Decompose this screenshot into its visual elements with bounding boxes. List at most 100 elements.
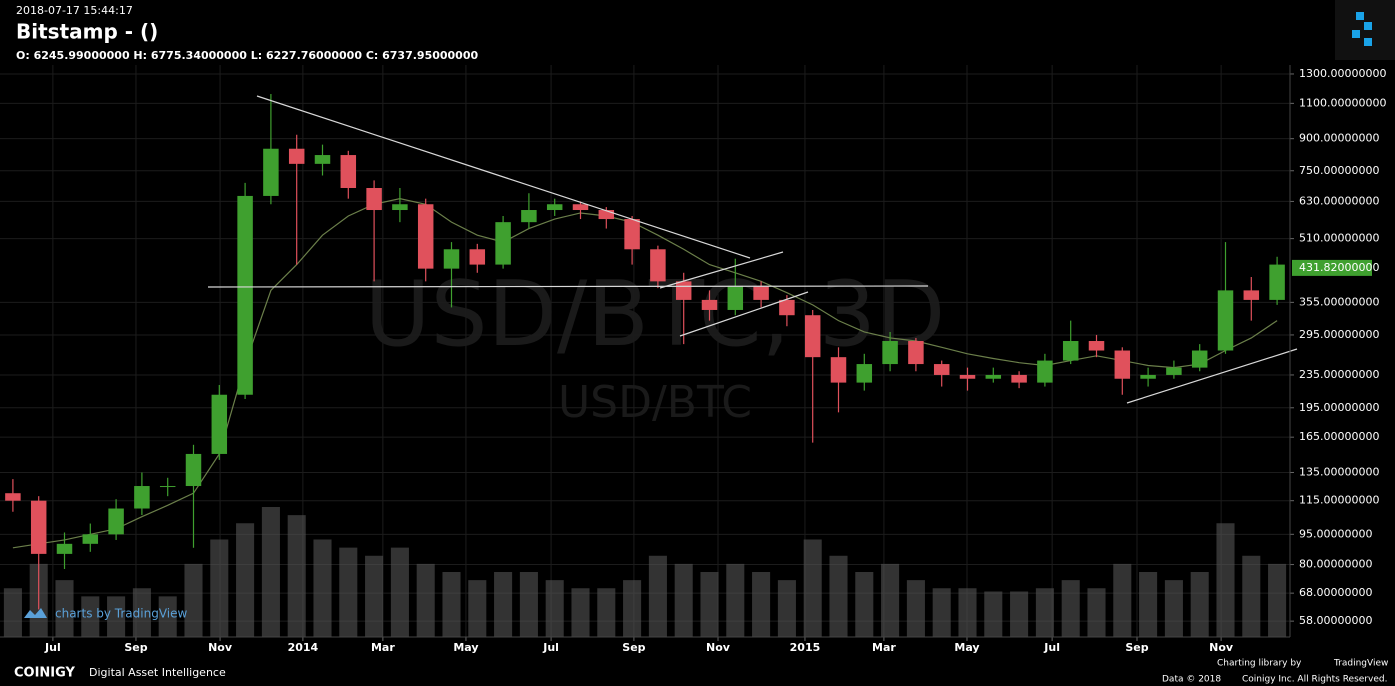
plot: 1300.00000000 1100.00000000 900.00000000 75… [0, 65, 1386, 654]
candle-body [417, 204, 434, 269]
candle-body [908, 341, 924, 365]
candle-body [1166, 367, 1182, 375]
logo-square [1356, 12, 1364, 20]
volume-bar [1139, 572, 1158, 637]
last-price-label: 431.82000000 [1299, 261, 1379, 274]
candle-body [56, 543, 73, 554]
candle-body [314, 155, 331, 164]
logo-square [1364, 38, 1372, 46]
volume-bar [1164, 580, 1183, 637]
y-tick-label: 195.00000000 [1299, 401, 1379, 414]
candle-body [469, 249, 486, 265]
x-tick-label: Sep [622, 641, 645, 654]
volume-bar [545, 580, 564, 637]
volume-bar [855, 572, 874, 637]
x-tick-label: Nov [1209, 641, 1234, 654]
volume-bar [261, 507, 280, 637]
volume-bar [210, 539, 229, 637]
y-tick-label: 1300.00000000 [1299, 67, 1386, 80]
trendlines [207, 95, 1298, 404]
candle-body [134, 486, 150, 509]
candle-body [727, 285, 744, 310]
candle-body [933, 364, 950, 375]
volume-bar [829, 555, 848, 637]
candle-body [443, 249, 460, 269]
volume-bar [1035, 588, 1054, 637]
candle-body [779, 299, 795, 316]
y-tick-label: 115.00000000 [1299, 494, 1379, 507]
candle-body [1088, 341, 1105, 351]
candle-body [1243, 290, 1260, 300]
candle-body [1217, 290, 1234, 351]
footer-tagline: Digital Asset Intelligence [89, 666, 226, 679]
candle-body [572, 204, 589, 211]
volume-bar [132, 588, 151, 637]
candle-body [650, 249, 666, 282]
candle-body [1191, 350, 1208, 368]
last-price-box [1292, 259, 1372, 276]
timestamp: 2018-07-17 15:44:17 [16, 4, 133, 17]
y-tick-label: 750.00000000 [1299, 164, 1379, 177]
trendline [679, 291, 809, 337]
candle-body [804, 315, 821, 358]
tv-badge[interactable]: charts by TradingView [24, 607, 187, 621]
candle-body [5, 493, 21, 501]
candle-body [1114, 350, 1131, 379]
y-tick-label: 95.00000000 [1299, 527, 1372, 540]
volume-bar [984, 591, 1003, 637]
candle-body [546, 204, 563, 211]
volume-bar [1268, 563, 1287, 637]
candle-body [830, 357, 847, 383]
volume-bar [494, 572, 513, 637]
volume-bar [752, 572, 771, 637]
volume-bar [365, 555, 384, 637]
candle-body [366, 187, 382, 211]
volume-bar [958, 588, 977, 637]
y-tick-label: 900.00000000 [1299, 132, 1379, 145]
volume-bar [519, 572, 538, 637]
candle-body [856, 364, 873, 383]
x-tick-label: May [453, 641, 478, 654]
volume-bar [1010, 591, 1029, 637]
candle-body [82, 534, 99, 544]
volume-bar [1087, 588, 1106, 637]
candle-body [985, 374, 1002, 379]
candle-body [340, 155, 357, 188]
x-tick-label: Nov [706, 641, 731, 654]
logo-icon[interactable] [1335, 0, 1395, 60]
candle-body [211, 394, 228, 454]
volume-bar [1061, 580, 1080, 637]
x-tick-label: Nov [208, 641, 233, 654]
y-tick-label: 355.00000000 [1299, 295, 1379, 308]
candle-body [237, 195, 253, 395]
volume-bar [803, 539, 822, 637]
volume-bar [1113, 563, 1132, 637]
tv-badge-text[interactable]: charts by TradingView [55, 607, 187, 621]
tv-icon [24, 608, 47, 618]
y-tick-label: 630.00000000 [1299, 194, 1379, 207]
candle-body [1269, 264, 1285, 300]
y-tick-label: 295.00000000 [1299, 328, 1379, 341]
x-tick-label: Mar [872, 641, 896, 654]
footer-library-name[interactable]: TradingView [1333, 659, 1388, 669]
candle-body [675, 281, 692, 300]
x-tick-label: Jul [542, 641, 559, 654]
trendline [256, 95, 751, 259]
volume-bar [1216, 523, 1235, 637]
candle-body [598, 210, 615, 220]
volume-bar [674, 563, 693, 637]
volume-bar [881, 563, 900, 637]
trendline [207, 285, 929, 288]
title: Bitstamp - () [16, 20, 158, 44]
volume-bar [416, 563, 435, 637]
ohlc: O: 6245.99000000 H: 6775.34000000 L: 622… [16, 49, 478, 62]
candle-body [1011, 374, 1027, 383]
candle-body [1140, 374, 1156, 379]
volume-bar [158, 596, 177, 637]
x-tick-label: 2015 [790, 641, 821, 654]
volume-bar [55, 580, 74, 637]
candle-body [1062, 341, 1079, 361]
x-tick-label: Mar [371, 641, 395, 654]
footer-logo: COINIGY [14, 666, 76, 681]
